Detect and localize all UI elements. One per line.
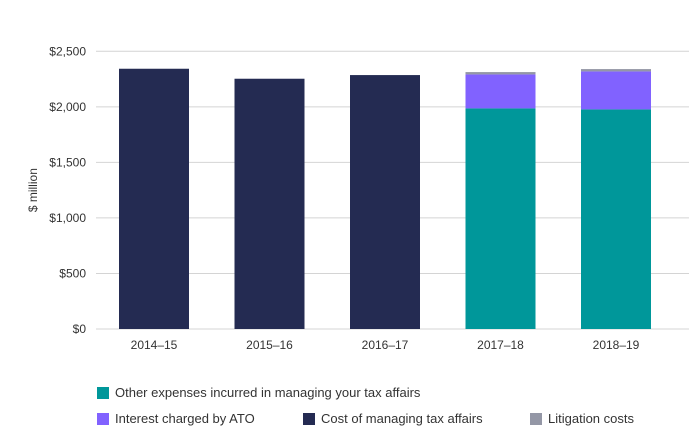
legend-label: Cost of managing tax affairs — [321, 411, 483, 426]
bar-segment — [581, 71, 651, 110]
bar-segment — [465, 108, 536, 330]
legend-item-cost: Cost of managing tax affairs — [303, 411, 483, 426]
y-tick-label: $0 — [73, 322, 87, 336]
legend-swatch — [303, 412, 315, 425]
bar-segment — [465, 72, 536, 75]
y-tick-label: $2,000 — [49, 100, 86, 114]
legend-item-other-expenses: Other expenses incurred in managing your… — [97, 385, 420, 400]
y-tick-label: $1,500 — [49, 155, 86, 169]
bar-segment — [465, 74, 536, 109]
legend-swatch — [97, 412, 109, 425]
x-tick-label: 2016–17 — [362, 338, 409, 352]
legend-label: Litigation costs — [548, 411, 634, 426]
bar-segment — [581, 69, 651, 72]
y-axis-label: $ million — [26, 168, 40, 212]
legend-label: Interest charged by ATO — [115, 411, 255, 426]
legend-item-litigation: Litigation costs — [530, 411, 634, 426]
legend-item-interest: Interest charged by ATO — [97, 411, 255, 426]
bar-segment — [234, 78, 305, 330]
y-tick-label: $2,500 — [49, 44, 86, 58]
bar-segment — [581, 109, 651, 329]
bar-segment — [119, 68, 189, 329]
x-tick-label: 2014–15 — [131, 338, 178, 352]
x-tick-label: 2017–18 — [477, 338, 524, 352]
legend-swatch — [530, 412, 542, 425]
x-tick-label: 2018–19 — [593, 338, 640, 352]
bar-segment — [350, 75, 420, 329]
y-tick-label: $500 — [59, 266, 86, 280]
x-tick-label: 2015–16 — [246, 338, 293, 352]
legend-swatch — [97, 386, 109, 399]
legend-label: Other expenses incurred in managing your… — [115, 385, 421, 400]
y-tick-label: $1,000 — [49, 211, 86, 225]
